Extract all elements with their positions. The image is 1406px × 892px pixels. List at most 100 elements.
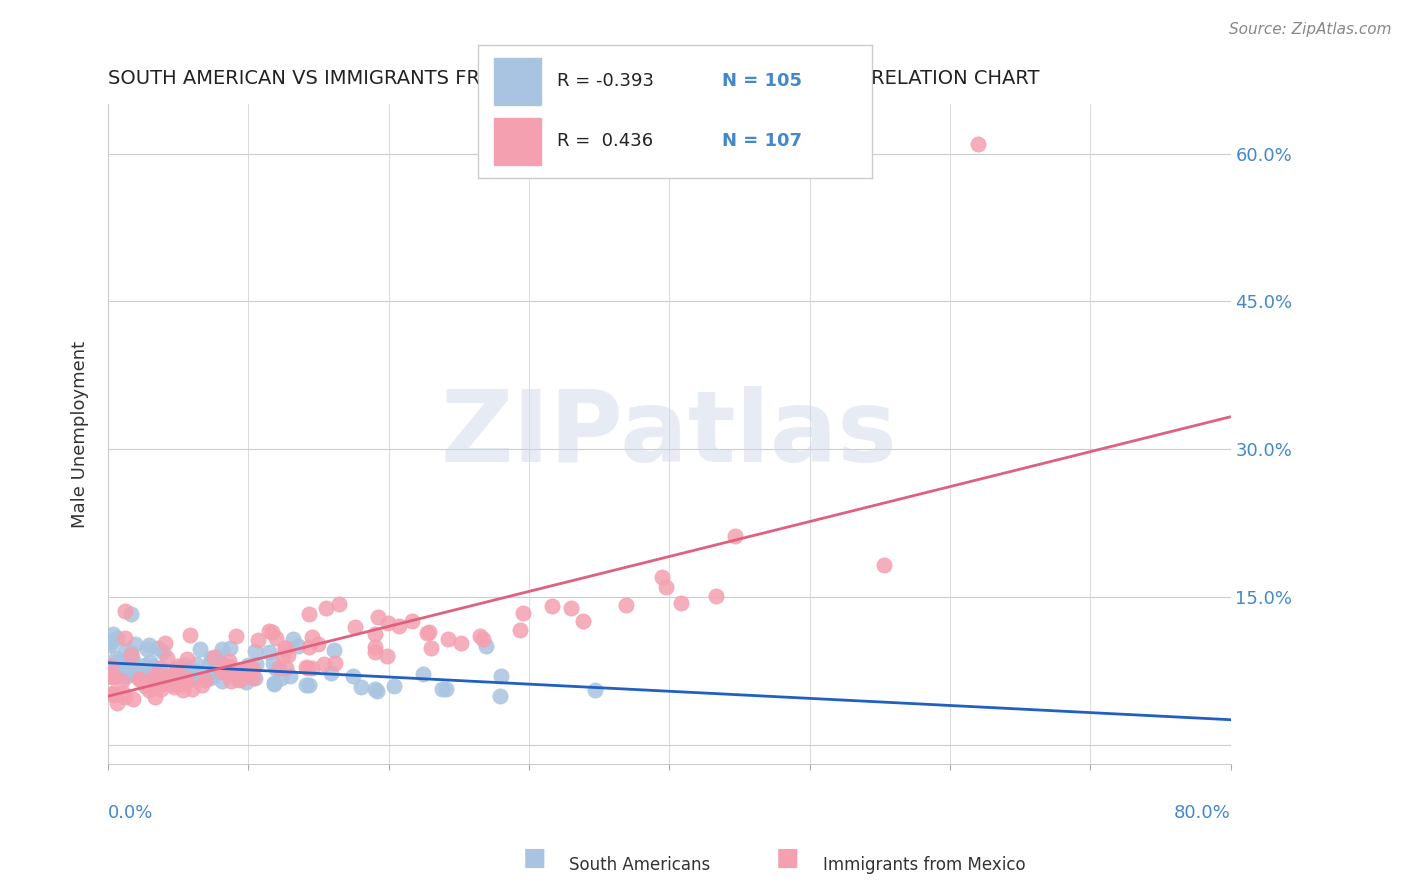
Point [471,632,494,646]
Point [143,690,166,704]
Text: R = -0.393: R = -0.393 [557,71,654,90]
Point [257,645,280,659]
Point [142,669,165,683]
Point [219,660,242,674]
Point [704,589,727,603]
Y-axis label: Male Unemployment: Male Unemployment [72,341,89,528]
Point [105,697,128,711]
Point [297,661,319,675]
Point [295,678,318,692]
Point [262,657,284,671]
Point [560,601,582,615]
Point [350,680,373,694]
Point [267,660,290,674]
Text: 80.0%: 80.0% [1174,804,1230,822]
Point [235,674,257,689]
Point [103,688,125,702]
Point [200,671,222,685]
Point [120,648,142,663]
Point [122,666,145,681]
Point [287,640,309,654]
Point [160,677,183,691]
Point [103,657,125,672]
Point [231,671,253,685]
Point [120,658,142,673]
Point [583,683,606,698]
Point [141,670,163,684]
Point [138,666,160,681]
Point [138,638,160,652]
Point [274,661,297,675]
Point [104,657,127,672]
FancyBboxPatch shape [494,119,541,165]
Point [103,686,125,700]
Point [242,662,264,676]
Point [135,667,157,681]
Point [278,669,301,683]
Point [101,658,124,673]
Point [163,667,186,681]
Point [141,670,163,684]
Point [139,667,162,681]
Point [114,603,136,617]
Point [475,639,498,653]
Point [238,658,260,673]
Point [450,636,472,650]
Text: N = 107: N = 107 [723,132,801,150]
Point [101,670,124,684]
Point [322,643,344,657]
Point [401,614,423,628]
Point [181,682,204,697]
Point [297,678,319,692]
Point [149,667,172,681]
Point [105,631,128,645]
Point [243,672,266,686]
Point [132,665,155,679]
Point [104,666,127,681]
Point [298,640,321,655]
Point [98,639,121,653]
Point [366,684,388,698]
Point [174,671,197,685]
Point [243,644,266,658]
Point [115,665,138,679]
Point [176,652,198,666]
Point [115,668,138,682]
Point [512,606,534,620]
Point [114,631,136,645]
Point [191,678,214,692]
Point [202,667,225,681]
Point [415,626,437,640]
Point [152,645,174,659]
Point [297,607,319,621]
Point [121,653,143,667]
Point [172,677,194,691]
Text: SOUTH AMERICAN VS IMMIGRANTS FROM MEXICO MALE UNEMPLOYMENT CORRELATION CHART: SOUTH AMERICAN VS IMMIGRANTS FROM MEXICO… [108,69,1039,87]
Point [201,669,224,683]
Point [190,642,212,657]
Point [100,659,122,673]
Point [163,680,186,694]
Point [114,669,136,683]
Text: 0.0%: 0.0% [108,804,153,822]
Point [214,665,236,679]
Point [180,673,202,687]
Point [107,655,129,669]
Point [173,659,195,673]
Point [264,662,287,676]
Point [135,641,157,656]
Point [245,657,267,671]
Point [257,624,280,638]
Point [264,631,287,645]
Text: Source: ZipAtlas.com: Source: ZipAtlas.com [1229,22,1392,37]
Point [101,688,124,702]
Point [152,677,174,691]
Text: N = 105: N = 105 [723,71,801,90]
Point [134,657,156,672]
Point [197,669,219,683]
Point [173,658,195,673]
Point [233,662,256,676]
Point [377,615,399,630]
Point [120,646,142,660]
Text: South Americans: South Americans [569,856,710,874]
